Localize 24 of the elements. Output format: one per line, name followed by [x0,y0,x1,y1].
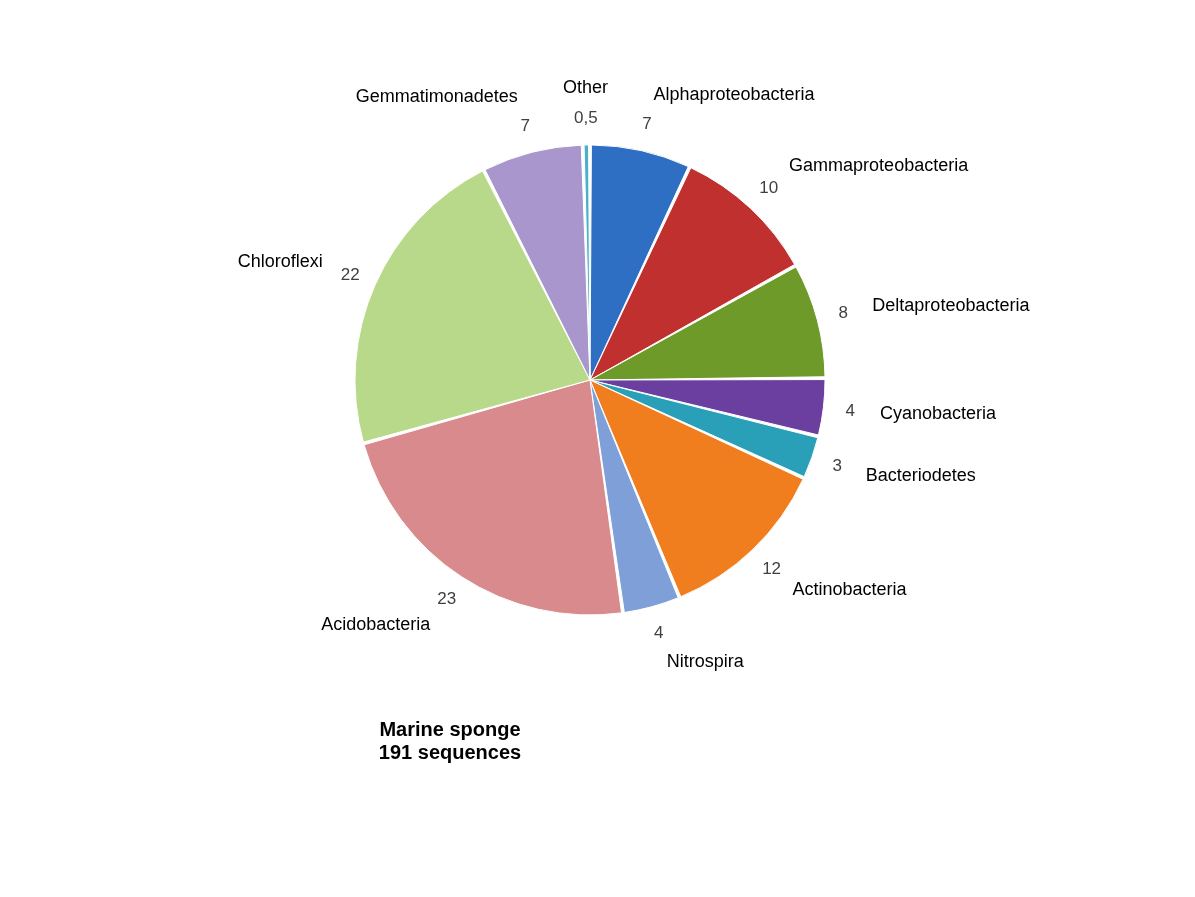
text: 191 sequences [378,741,522,763]
slice-label: Chloroflexi [237,251,323,272]
data-label: 22 [340,264,360,284]
slice-label: Nitrospira [666,650,745,671]
data-label: 12 [762,558,782,578]
data-label: 0,5 [574,108,598,128]
data-label: 7 [520,116,530,136]
text: Marine sponge [379,718,521,740]
slice-label: Alphaproteobacteria [653,83,816,104]
slice-label: Gemmatimonadetes [355,86,518,107]
data-label: 8 [838,303,849,323]
data-label: 10 [759,178,779,198]
data-label: 7 [642,114,652,134]
data-label: 3 [832,456,843,476]
slice-label: Cyanobacteria [880,403,998,424]
slice-label: Bacteriodetes [865,465,976,486]
data-label: 23 [437,589,457,609]
slice-label: Other [562,77,608,98]
data-label: 4 [845,400,855,420]
slice-label: Actinobacteria [792,579,908,600]
data-label: 4 [654,622,664,642]
slice-label: Gammaproteobacteria [789,155,970,176]
slice-label: Acidobacteria [321,613,432,634]
slice-label: Deltaproteobacteria [872,294,1031,315]
